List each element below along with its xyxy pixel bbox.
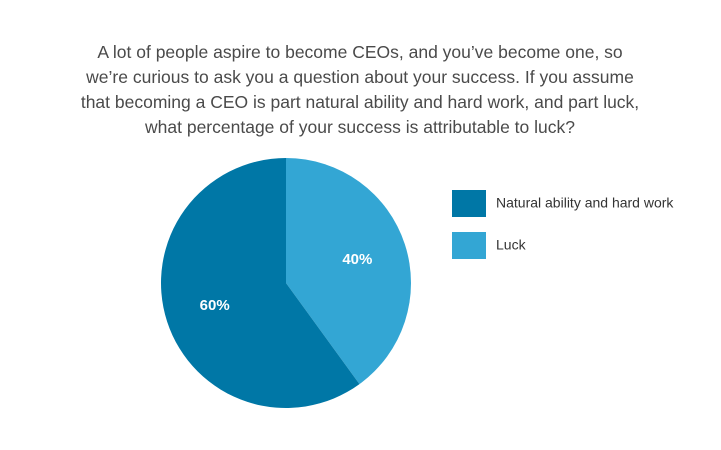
legend-swatch (452, 190, 486, 217)
legend-label: Luck (496, 237, 527, 253)
legend-label: Natural ability and hard work (496, 195, 674, 211)
legend-swatch (452, 232, 486, 259)
value-label: 60% (200, 297, 230, 314)
pie-slice (286, 158, 411, 385)
chart-title: A lot of people aspire to become CEOs, a… (80, 42, 640, 137)
value-label: 40% (342, 251, 372, 268)
pie-slice (161, 158, 360, 408)
